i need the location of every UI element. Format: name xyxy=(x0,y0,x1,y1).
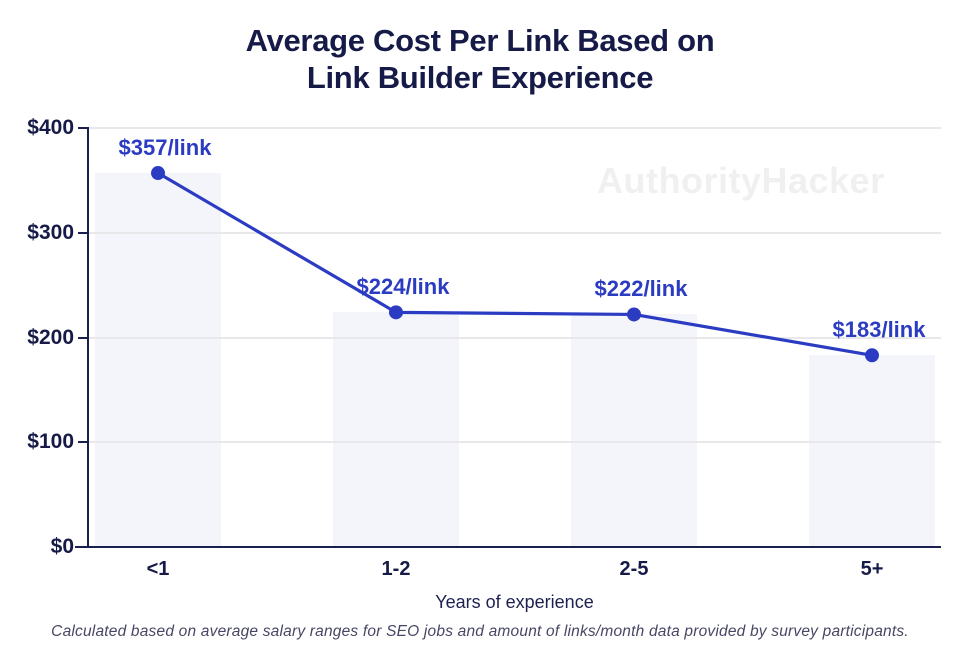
chart-title-line2: Link Builder Experience xyxy=(306,60,654,95)
y-axis-tick xyxy=(78,336,88,339)
y-axis-label: $100 xyxy=(27,430,74,454)
point-label: $357/link xyxy=(118,135,212,161)
x-axis-title: Years of experience xyxy=(435,592,594,612)
y-axis-tick xyxy=(78,127,88,129)
x-axis-label: <1 xyxy=(146,558,170,580)
y-axis-label: $0 xyxy=(50,535,74,558)
gridline xyxy=(88,127,941,129)
bar xyxy=(95,173,221,547)
bar xyxy=(571,314,697,547)
point-label: $224/link xyxy=(356,274,450,300)
point-label: $222/link xyxy=(594,276,688,302)
footer-note: Calculated based on average salary range… xyxy=(51,623,909,640)
chart-title-line1: Average Cost Per Link Based on xyxy=(245,23,715,58)
y-axis-line xyxy=(87,127,89,548)
x-axis-label: 5+ xyxy=(860,558,884,580)
y-axis-tick xyxy=(78,231,88,234)
x-axis-label: 1-2 xyxy=(381,558,411,580)
y-axis-label: $400 xyxy=(27,116,74,139)
bar xyxy=(809,355,935,547)
y-axis-label: $300 xyxy=(27,220,74,244)
x-axis-label: 2-5 xyxy=(619,558,649,580)
chart-title: Average Cost Per Link Based on Link Buil… xyxy=(0,22,960,96)
bar xyxy=(333,312,459,547)
y-axis-tick xyxy=(78,441,88,444)
gridline xyxy=(88,441,941,444)
point-label: $183/link xyxy=(832,317,926,343)
x-axis-line xyxy=(75,546,941,548)
trend-line xyxy=(157,171,873,357)
y-axis-label: $200 xyxy=(27,325,74,349)
gridline xyxy=(88,231,941,234)
